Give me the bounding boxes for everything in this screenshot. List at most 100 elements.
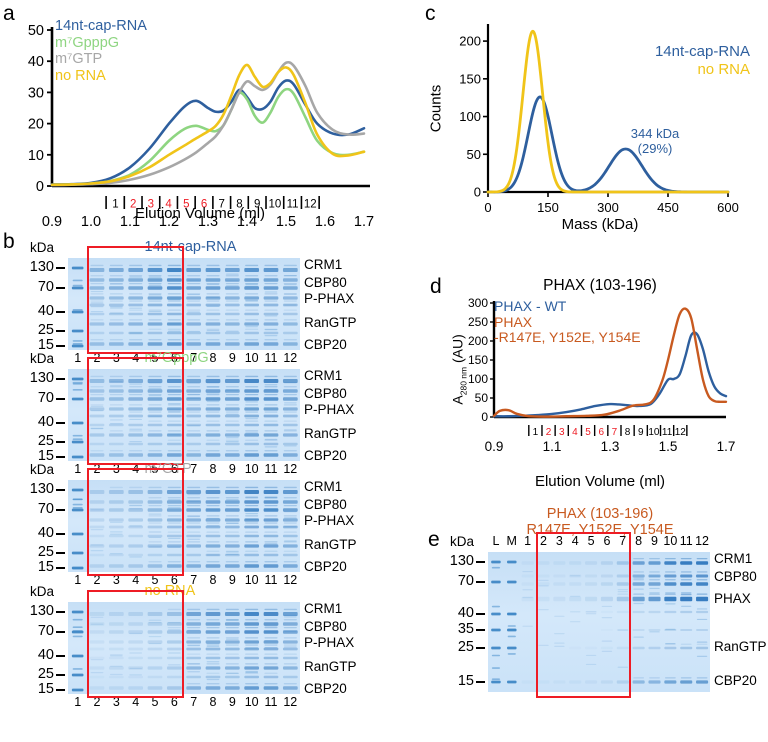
svg-text:100: 100 (459, 109, 481, 124)
panel-c-label: c (425, 2, 436, 25)
panel-e-title-line1: PHAX (103-196) (546, 506, 654, 522)
lane-number: 6 (603, 534, 611, 548)
gel-panel: no RNA kDa 130 70 40 25 15 CRM1 CBP80 P-PHAX RanGT… (30, 583, 357, 708)
lane-number: 8 (209, 351, 217, 365)
lane-number: 2 (93, 462, 101, 476)
lane-number: 12 (695, 534, 710, 548)
mw-label: 40 (38, 648, 68, 663)
kda-header: kDa (30, 584, 55, 599)
lane-number: 9 (228, 462, 236, 476)
mw-label: 40 (458, 606, 488, 621)
legend-label: PHAX - WT (494, 298, 567, 314)
lane-number: 2 (540, 534, 547, 548)
svg-text:200: 200 (459, 34, 481, 49)
svg-text:9: 9 (638, 427, 644, 438)
protein-label: P-PHAX (304, 635, 355, 650)
svg-text:4: 4 (165, 199, 172, 211)
gel-image (68, 369, 300, 461)
protein-label: PHAX (714, 591, 751, 606)
protein-label: RanGTP (304, 426, 357, 441)
svg-text:450: 450 (657, 200, 679, 215)
lane-number: 2 (93, 573, 101, 587)
panel-c-chart: 0 50 100 150 200 0 150 300 450 600 (459, 24, 739, 215)
kda-header: kDa (30, 462, 55, 477)
svg-text:1.1: 1.1 (120, 214, 140, 230)
protein-label: RanGTP (304, 315, 357, 330)
protein-label: RanGTP (714, 639, 767, 654)
svg-text:1.7: 1.7 (717, 439, 736, 454)
lane-number: 7 (190, 462, 198, 476)
legend-label: m⁷GpppG (55, 34, 120, 51)
protein-label: CRM1 (304, 368, 343, 383)
svg-text:11: 11 (287, 199, 299, 211)
protein-label: RanGTP (304, 659, 357, 674)
svg-text:2: 2 (546, 427, 552, 438)
svg-text:0: 0 (474, 185, 481, 200)
svg-text:150: 150 (468, 353, 488, 367)
lane-number: 5 (151, 573, 159, 587)
gel-title: 14nt-cap-RNA (144, 239, 237, 255)
protein-label: CBP80 (714, 569, 757, 584)
protein-label: CBP20 (304, 337, 347, 352)
lane-number: 11 (264, 351, 278, 365)
legend-item-0: PHAX - WT (494, 298, 641, 315)
svg-text:1: 1 (533, 427, 539, 438)
svg-text:0: 0 (36, 179, 44, 195)
lane-number: 2 (93, 351, 101, 365)
lane-number: 11 (264, 695, 278, 709)
panel-d-ylabel: A280 nm (AU) (450, 324, 469, 414)
annotation-percent: (29%) (637, 141, 673, 156)
lane-number: 11 (679, 534, 693, 548)
protein-label: CBP20 (714, 673, 757, 688)
ylabel-sub: 280 nm (458, 366, 469, 396)
mw-label: 70 (38, 280, 68, 295)
mw-label: 15 (38, 449, 68, 464)
svg-text:40: 40 (28, 54, 44, 70)
protein-label: P-PHAX (304, 513, 355, 528)
svg-text:1.1: 1.1 (543, 439, 562, 454)
protein-label: P-PHAX (304, 402, 355, 417)
protein-label: CRM1 (304, 479, 343, 494)
lane-number: 9 (228, 695, 236, 709)
svg-text:4: 4 (572, 427, 578, 438)
ylabel-a: A (449, 395, 466, 405)
svg-text:6: 6 (598, 427, 604, 438)
lane-number: M (506, 534, 517, 548)
mw-label: 70 (38, 502, 68, 517)
svg-text:1.6: 1.6 (315, 214, 335, 230)
gel-title: m⁷GpppG (144, 350, 209, 366)
kda-header: kDa (30, 351, 55, 366)
svg-text:150: 150 (537, 200, 559, 215)
mw-label: 70 (38, 391, 68, 406)
mw-label: 130 (30, 260, 68, 275)
panel-a-xlabel: Elution Volume (ml) (134, 205, 266, 222)
gel-image (488, 552, 710, 692)
lane-number: 8 (209, 695, 217, 709)
svg-text:7: 7 (219, 199, 225, 211)
lane-number: 12 (283, 573, 298, 587)
mw-label: 25 (38, 667, 68, 682)
panel-d-label: d (430, 275, 442, 298)
protein-label: RanGTP (304, 537, 357, 552)
mw-label: 130 (30, 371, 68, 386)
panel-e-title: PHAX (103-196) R147E, Y152E, Y154E (460, 506, 740, 538)
svg-text:20: 20 (28, 117, 44, 133)
mw-label: 25 (38, 545, 68, 560)
svg-text:5: 5 (183, 199, 189, 211)
lane-number: 3 (112, 462, 120, 476)
gel-image (68, 602, 300, 694)
mw-label: 70 (38, 624, 68, 639)
lane-number: 3 (112, 695, 120, 709)
protein-label: CBP80 (304, 497, 347, 512)
protein-label: CBP20 (304, 681, 347, 696)
mw-label: 70 (458, 574, 488, 589)
protein-label: CBP80 (304, 386, 347, 401)
mw-label: 15 (458, 674, 488, 689)
svg-text:30: 30 (28, 85, 44, 101)
mw-label: 25 (38, 323, 68, 338)
protein-label: CBP20 (304, 559, 347, 574)
svg-text:1: 1 (112, 199, 118, 211)
mw-label: 25 (458, 640, 488, 655)
lane-number: 6 (170, 573, 178, 587)
